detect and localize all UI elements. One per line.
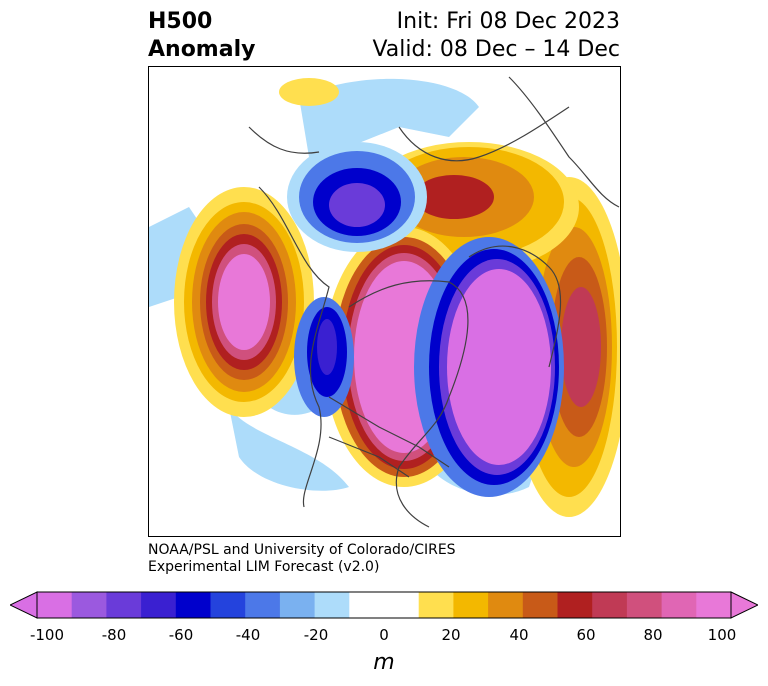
tick-label: -100	[29, 626, 65, 644]
chart-title-left: H500 Anomaly	[148, 8, 255, 64]
colorbar-swatch	[279, 592, 316, 618]
init-date: Init: Fri 08 Dec 2023	[396, 9, 620, 34]
colorbar-swatch	[418, 592, 454, 618]
colorbar-swatch	[626, 592, 663, 618]
tick-label: 20	[441, 626, 461, 644]
colorbar-swatch	[141, 592, 177, 618]
colorbar-swatch	[592, 592, 628, 618]
tick-label: 100	[707, 626, 737, 644]
field-kind: Anomaly	[148, 37, 256, 62]
credit-line-2: Experimental LIM Forecast (v2.0)	[148, 559, 380, 575]
map-panel	[148, 66, 621, 537]
colorbar-swatch	[37, 592, 73, 618]
colorbar-swatch	[661, 592, 697, 618]
colorbar-swatch	[696, 592, 732, 618]
tick-label: -60	[168, 626, 194, 644]
tick-label: 80	[643, 626, 663, 644]
credit-block: NOAA/PSL and University of Colorado/CIRE…	[148, 542, 456, 576]
tick-label: 60	[576, 626, 596, 644]
colorbar-unit: m	[373, 650, 395, 675]
colorbar-ticks: -100 -80 -60 -40 -20 0 20 40 60 80 100	[0, 626, 768, 646]
tick-label: 0	[379, 626, 389, 644]
field-name: H500	[148, 9, 213, 34]
colorbar-extend-high	[730, 591, 758, 619]
colorbar-swatch	[349, 592, 385, 618]
chart-title-right: Init: Fri 08 Dec 2023 Valid: 08 Dec – 14…	[372, 8, 620, 64]
colorbar-swatch	[314, 592, 350, 618]
credit-line-1: NOAA/PSL and University of Colorado/CIRE…	[148, 542, 456, 558]
tick-label: -20	[303, 626, 329, 644]
colorbar-swatch	[384, 592, 420, 618]
colorbar-swatch	[71, 592, 107, 618]
colorbar-swatch	[557, 592, 593, 618]
colorbar-border	[36, 591, 732, 619]
colorbar-swatch	[488, 592, 524, 618]
colorbar-swatch	[175, 592, 211, 618]
tick-label: -40	[235, 626, 261, 644]
tick-label: 40	[509, 626, 529, 644]
colorbar-swatch	[453, 592, 489, 618]
colorbar	[10, 591, 758, 619]
colorbar-swatch	[106, 592, 142, 618]
valid-range: Valid: 08 Dec – 14 Dec	[372, 37, 620, 62]
colorbar-extend-low	[10, 591, 38, 619]
coastlines	[248, 76, 620, 528]
colorbar-swatch	[522, 592, 558, 618]
anomaly-map	[149, 76, 620, 528]
cold-lows	[287, 142, 564, 497]
tick-label: -80	[101, 626, 127, 644]
colorbar-swatch	[245, 592, 281, 618]
colorbar-swatch	[210, 592, 246, 618]
